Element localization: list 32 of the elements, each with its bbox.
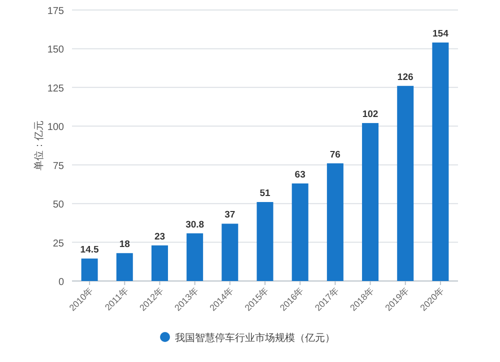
y-tick-label: 100 [47, 122, 64, 134]
data-label: 154 [432, 28, 450, 40]
bar [186, 233, 204, 281]
data-label: 102 [362, 109, 378, 120]
y-tick-label: 50 [52, 200, 64, 211]
data-label: 18 [119, 239, 130, 250]
bar [256, 202, 274, 281]
bar [116, 253, 133, 281]
y-tick-label: 175 [47, 6, 64, 17]
data-label: 30.8 [186, 219, 204, 230]
legend-label: 我国智慧停车行业市场规模（亿元） [175, 332, 335, 344]
bar [397, 86, 414, 281]
bar [151, 245, 168, 281]
y-axis-title: 单位：亿元 [33, 120, 45, 170]
data-label: 14.5 [80, 244, 100, 256]
data-label: 51 [260, 188, 271, 200]
bar [362, 123, 379, 281]
data-label: 126 [397, 72, 414, 83]
data-label: 37 [224, 210, 236, 221]
bar [326, 163, 344, 281]
bar [292, 183, 308, 281]
data-label: 76 [330, 149, 340, 160]
y-tick-label: 0 [58, 277, 64, 288]
y-tick-label: 25 [52, 238, 64, 250]
bar [432, 42, 449, 281]
data-label: 23 [154, 231, 166, 242]
data-label: 63 [294, 169, 306, 180]
y-tick-label: 150 [47, 44, 64, 56]
y-tick-label: 125 [47, 83, 64, 94]
bar [222, 224, 238, 281]
bar [81, 258, 98, 281]
y-tick-label: 75 [52, 160, 64, 172]
